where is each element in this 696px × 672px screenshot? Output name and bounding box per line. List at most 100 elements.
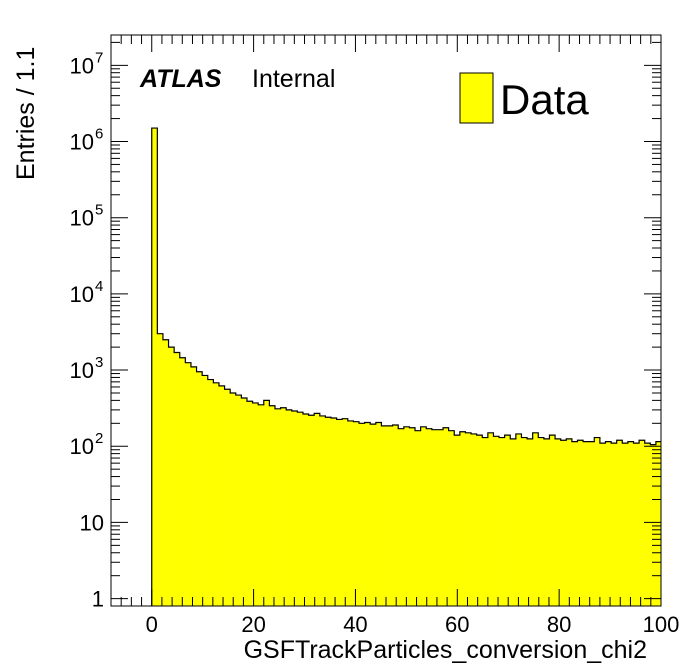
- histogram-bar: [297, 412, 304, 606]
- histogram-bar: [459, 431, 466, 606]
- histogram-bar: [504, 435, 511, 606]
- y-tick-label: 10 4: [70, 278, 104, 307]
- histogram-bar: [616, 440, 623, 606]
- x-tick-label: 60: [445, 612, 469, 637]
- histogram-bar: [577, 440, 584, 606]
- histogram-bar: [364, 422, 371, 606]
- histogram-bar: [448, 430, 455, 606]
- histogram-bar: [342, 418, 349, 606]
- histogram-bar: [521, 437, 528, 606]
- histogram-bar: [258, 404, 265, 606]
- histogram-bar: [644, 443, 651, 606]
- histogram-bar: [476, 435, 483, 606]
- histogram-bar: [314, 413, 321, 606]
- histogram-bar: [280, 407, 287, 606]
- histogram-bar: [510, 438, 517, 606]
- x-tick-label: 80: [547, 612, 571, 637]
- y-tick-label-base: 10: [70, 53, 94, 78]
- histogram-bar: [230, 392, 237, 606]
- histogram-bar: [274, 408, 281, 606]
- histogram-bars: [151, 127, 662, 606]
- y-tick-label-exponent: 5: [95, 202, 103, 219]
- histogram-bar: [286, 409, 293, 606]
- y-tick-label: 10 6: [70, 126, 104, 155]
- histogram-bar: [381, 425, 388, 606]
- y-tick-label-base: 10: [70, 434, 94, 459]
- histogram-bar: [482, 437, 489, 606]
- histogram-bar: [493, 436, 500, 606]
- y-tick-label-exponent: 3: [95, 354, 103, 371]
- histogram-bar: [499, 437, 505, 606]
- x-tick-label: 20: [241, 612, 265, 637]
- y-axis-label: Entries / 1.1: [12, 47, 40, 180]
- histogram-bar: [443, 427, 449, 606]
- histogram-bar: [543, 438, 550, 606]
- histogram-bar: [218, 385, 225, 606]
- histogram-bar: [549, 435, 556, 606]
- histogram-bar: [359, 423, 365, 606]
- histogram-bar: [224, 389, 231, 606]
- histogram-bar: [560, 440, 567, 606]
- histogram-bar: [196, 371, 203, 606]
- histogram-bar: [291, 411, 298, 606]
- histogram-bar: [487, 432, 494, 606]
- histogram-bar: [269, 405, 276, 606]
- atlas-label: ATLAS Internal: [139, 65, 335, 93]
- histogram-bar: [605, 441, 612, 606]
- histogram-bar: [151, 128, 158, 606]
- x-tick-label: 100: [643, 612, 680, 637]
- histogram-bar: [454, 435, 461, 606]
- y-tick-label-exponent: 4: [95, 278, 103, 295]
- y-tick-label-base: 10: [70, 130, 94, 155]
- histogram-bar: [336, 419, 343, 606]
- y-tick-label: 10 5: [70, 202, 104, 231]
- histogram-bar: [246, 401, 253, 606]
- histogram-bar: [252, 402, 259, 606]
- histogram-bar: [213, 382, 220, 606]
- x-tick-label: 40: [343, 612, 367, 637]
- histogram-bar: [387, 425, 393, 606]
- histogram-bar: [599, 443, 606, 606]
- x-axis-label: GSFTrackParticles_conversion_chi2: [244, 636, 647, 664]
- axes: [110, 35, 662, 606]
- histogram-bar: [409, 427, 416, 606]
- y-tick-label: 10: [80, 510, 104, 535]
- histogram-bar: [420, 426, 427, 606]
- y-tick-label-exponent: 2: [95, 430, 103, 447]
- y-tick-label-base: 1: [92, 587, 104, 612]
- y-tick-label-base: 10: [70, 358, 94, 383]
- histogram-bar: [465, 432, 472, 606]
- histogram-bar: [241, 397, 248, 606]
- histogram-bar: [611, 443, 617, 606]
- histogram-bar: [185, 362, 192, 606]
- histogram-bar: [302, 414, 309, 606]
- histogram-bar: [168, 347, 175, 606]
- histogram-bar: [308, 415, 315, 606]
- histogram-bar: [202, 375, 209, 606]
- atlas-status-text: Internal: [252, 65, 335, 93]
- histogram-bar: [633, 443, 640, 606]
- histogram-bar: [471, 433, 477, 606]
- histogram-bar: [392, 425, 399, 606]
- histogram-bar: [594, 437, 601, 606]
- y-tick-label-exponent: 7: [95, 49, 103, 66]
- y-tick-label: 10 7: [70, 49, 104, 78]
- histogram-bar: [437, 429, 444, 606]
- histogram-bar: [235, 395, 242, 606]
- histogram-bar: [532, 432, 539, 606]
- histogram-bar: [627, 441, 634, 606]
- y-tick-label: 10 3: [70, 354, 104, 383]
- x-tick-label: 0: [146, 612, 158, 637]
- legend: Data: [459, 72, 589, 124]
- legend-swatch: [459, 72, 494, 124]
- y-tick-label-base: 10: [80, 510, 104, 535]
- histogram-bar: [622, 443, 629, 606]
- histogram-bar: [207, 379, 214, 606]
- atlas-experiment-text: ATLAS: [139, 65, 222, 93]
- histogram-bar: [162, 339, 169, 606]
- histogram-bar: [375, 422, 382, 606]
- histogram-bar: [431, 429, 438, 606]
- histogram-bar: [588, 441, 595, 606]
